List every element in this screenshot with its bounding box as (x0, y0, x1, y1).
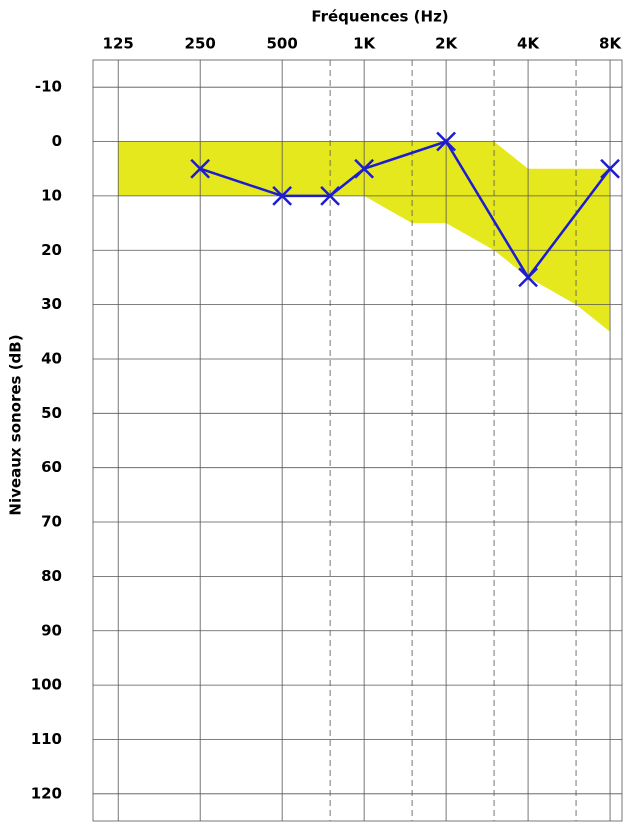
x-tick-label: 1K (353, 35, 376, 53)
x-tick-label: 4K (517, 35, 540, 53)
marker-x (600, 158, 620, 179)
x-tick-label: 125 (103, 35, 134, 53)
y-tick-label: 10 (41, 186, 62, 204)
marker-x (190, 158, 211, 179)
y-tick-label: 90 (41, 621, 62, 639)
x-tick-label: 2K (435, 35, 458, 53)
y-tick-label: 80 (41, 567, 62, 585)
plot-border (92, 59, 623, 822)
y-tick-label: 70 (41, 513, 62, 531)
marker-x (518, 267, 538, 288)
x-tick-label: 250 (185, 35, 216, 53)
marker-x (354, 158, 375, 179)
y-tick-label: 50 (41, 404, 62, 422)
marker-x (436, 131, 456, 152)
y-tick-label: 60 (41, 458, 62, 476)
plot (190, 131, 620, 288)
y-tick-label: 20 (41, 241, 62, 259)
x-tick-label: 8K (599, 35, 622, 53)
y-tick-label: 30 (41, 295, 62, 313)
y-tick-label: 40 (41, 349, 62, 367)
normal-range-band (118, 141, 611, 332)
marker-x (272, 186, 293, 206)
chart-title: Fréquences (Hz) (311, 8, 448, 26)
y-tick-label: -10 (35, 78, 62, 96)
y-tick-label: 100 (31, 676, 62, 694)
y-tick-label: 120 (31, 784, 62, 802)
y-axis-title: Niveaux sonores (dB) (7, 334, 25, 515)
marker-x (320, 186, 340, 206)
x-tick-label: 500 (267, 35, 298, 53)
y-tick-label: 110 (31, 730, 62, 748)
y-tick-label: 0 (52, 132, 62, 150)
grid (92, 59, 623, 822)
